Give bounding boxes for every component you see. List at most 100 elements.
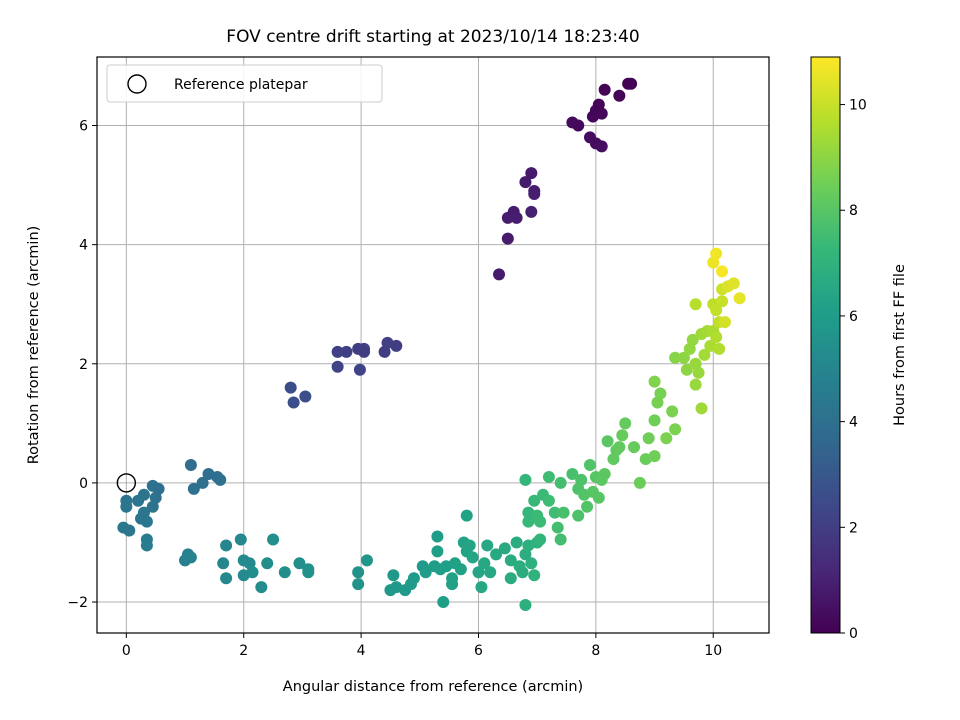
x-tick-label: 6 [474,643,483,659]
scatter-point [278,566,291,579]
scatter-point [475,581,488,594]
scatter-point [710,247,723,260]
scatter-point [490,548,503,561]
scatter-point [287,396,300,409]
colorbar-tick-label: 0 [849,626,858,642]
scatter-point [677,351,690,364]
scatter-point [214,473,227,486]
scatter-point [528,494,541,507]
scatter-point [616,429,629,442]
x-axis-label: Angular distance from reference (arcmin) [283,679,583,695]
scatter-point [454,563,467,576]
scatter-point [302,566,315,579]
colorbar-gradient [810,56,841,634]
scatter-point [572,509,585,522]
scatter-point [504,554,517,567]
scatter-point [710,330,723,343]
scatter-point [622,77,635,90]
scatter-point [431,530,444,543]
scatter-point [220,572,233,585]
legend: Reference platepar [106,64,383,103]
scatter-point [598,83,611,96]
scatter-point [352,566,365,579]
scatter-point [299,390,312,403]
scatter-point [360,554,373,567]
scatter-point [598,467,611,480]
scatter-point [713,342,726,355]
scatter-point [419,566,432,579]
scatter-point [510,211,523,224]
colorbar-tick-label: 10 [849,98,867,114]
scatter-point [528,569,541,582]
plot-area-frame [96,56,770,634]
colorbar-ticks: 0 2 4 6 8 10 [840,98,867,642]
scatter-point [504,572,517,585]
scatter-points [117,77,746,612]
scatter-point [595,107,608,120]
scatter-point [716,295,729,308]
scatter-point [437,596,450,609]
scatter-point [648,375,661,388]
scatter-point [557,506,570,519]
x-tick-label: 2 [239,643,248,659]
scatter-point [267,533,280,546]
scatter-point [255,581,268,594]
scatter-point [516,566,529,579]
scatter-point [184,459,197,472]
scatter-point [184,551,197,564]
scatter-point [387,569,400,582]
scatter-point [196,476,209,489]
scatter-point [519,599,532,612]
scatter-point [525,167,538,180]
chart-title: FOV centre drift starting at 2023/10/14 … [226,27,639,47]
scatter-point [692,366,705,379]
scatter-point [554,533,567,546]
scatter-point [390,339,403,352]
scatter-point [619,417,632,430]
scatter-point [331,345,344,358]
scatter-point [698,348,711,361]
scatter-point [572,119,585,132]
scatter-point [695,402,708,415]
scatter-point [466,551,479,564]
scatter-point [566,467,579,480]
scatter-point [716,265,729,278]
x-axis-ticks: 0 2 4 6 8 10 [122,633,722,659]
colorbar-label: Hours from first FF file [892,264,908,426]
scatter-point [669,351,682,364]
colorbar-tick-label: 8 [849,203,858,219]
scatter-point [137,488,150,501]
scatter-point [628,441,641,454]
scatter-point [551,521,564,534]
scatter-point [648,450,661,463]
scatter-point [463,539,476,552]
y-tick-label: 0 [79,476,88,492]
scatter-point [234,533,247,546]
scatter-point [592,491,605,504]
scatter-point [548,506,561,519]
scatter-point [554,476,567,489]
scatter-point [352,578,365,591]
scatter-point [146,500,159,513]
scatter-point [187,482,200,495]
scatter-point [331,360,344,373]
scatter-point [581,500,594,513]
scatter-point [689,378,702,391]
scatter-point [575,473,588,486]
scatter-point [601,435,614,448]
y-tick-label: 4 [79,238,88,254]
scatter-point [642,432,655,445]
scatter-point [293,557,306,570]
scatter-point [689,298,702,311]
scatter-point [613,89,626,102]
x-tick-label: 8 [591,643,600,659]
y-tick-label: −2 [67,595,88,611]
colorbar-tick-label: 2 [849,520,858,536]
scatter-point [261,557,274,570]
reference-platepar-marker [116,473,137,493]
scatter-point [669,423,682,436]
scatter-point [472,566,485,579]
scatter-point [501,232,514,245]
scatter-point [519,176,532,189]
scatter-point [498,542,511,555]
